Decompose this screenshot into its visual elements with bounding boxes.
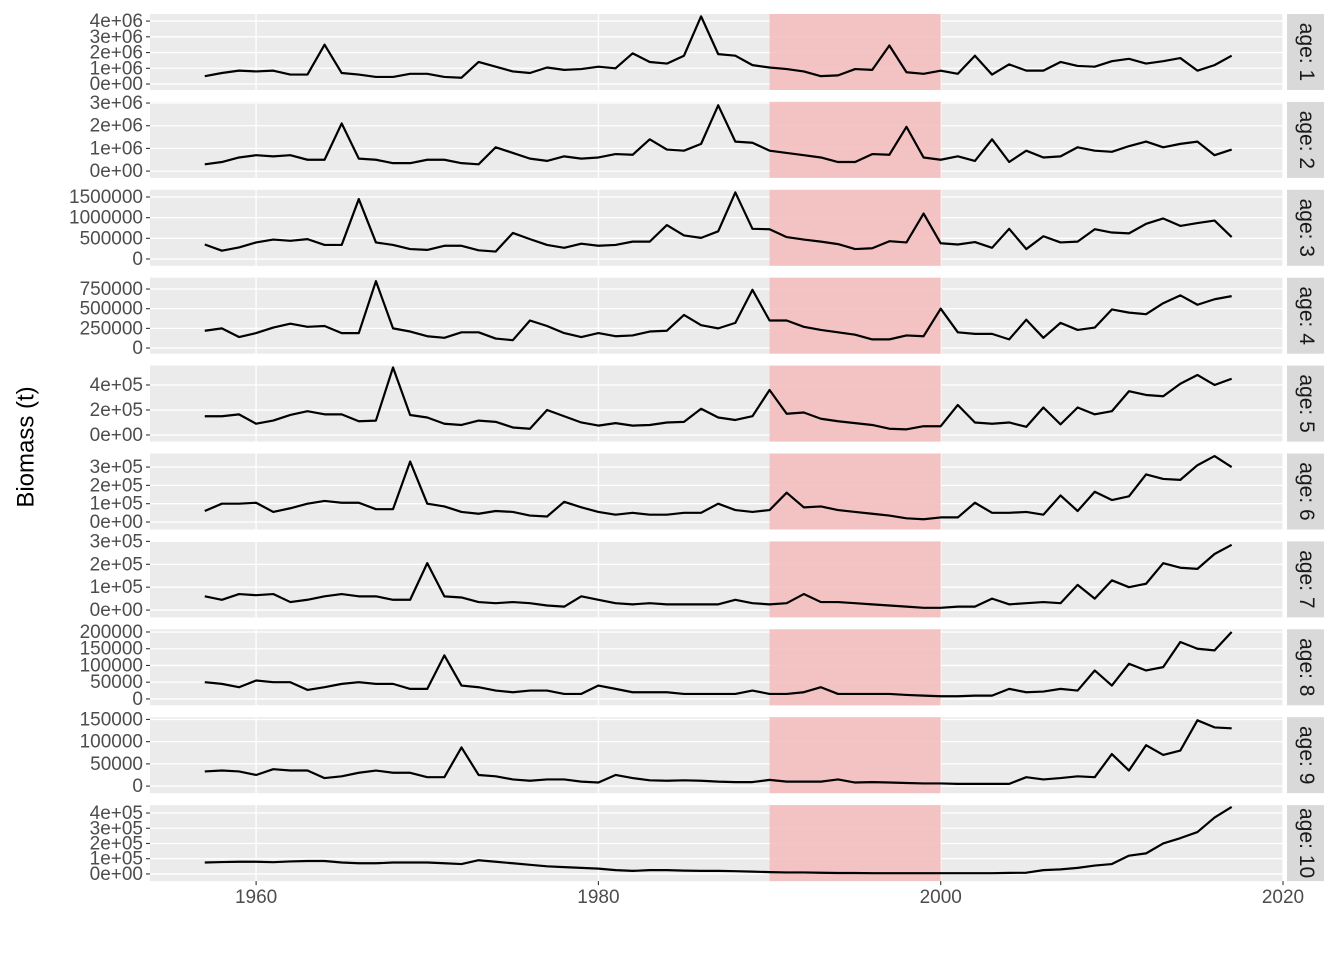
data-line xyxy=(204,280,1232,342)
data-line xyxy=(204,805,1233,875)
y-tick-label: 100000 xyxy=(80,732,143,753)
data-line xyxy=(204,631,1233,698)
y-tick-label: 2e+05 xyxy=(90,475,143,496)
panel-background xyxy=(150,189,1283,266)
x-tick-label: 2020 xyxy=(1262,887,1304,908)
highlight-band xyxy=(769,805,941,882)
y-tick-label: 0e+00 xyxy=(90,74,143,95)
strip-background xyxy=(1287,189,1324,266)
strip-label: age: 4 xyxy=(1295,287,1318,346)
y-tick-label: 0 xyxy=(132,338,143,359)
y-tick-label: 500000 xyxy=(80,228,143,249)
y-tick-label: 1e+05 xyxy=(90,494,143,515)
x-tick-label: 2000 xyxy=(920,887,962,908)
x-tick-label: 1960 xyxy=(235,887,277,908)
y-tick-label: 3e+06 xyxy=(90,27,143,48)
y-tick-label: 150000 xyxy=(80,709,143,730)
strip-label: age: 9 xyxy=(1295,726,1318,784)
data-line xyxy=(204,104,1233,166)
highlight-band xyxy=(769,14,941,90)
strip-label: age: 1 xyxy=(1295,23,1318,81)
y-tick-label: 2e+06 xyxy=(90,116,143,137)
strip-label: age: 2 xyxy=(1295,111,1318,169)
strip-label: age: 8 xyxy=(1295,638,1318,696)
strip-background xyxy=(1287,365,1324,442)
highlight-band xyxy=(769,189,941,266)
highlight-band xyxy=(769,365,941,442)
y-tick-label: 2e+05 xyxy=(90,833,143,854)
strip-label: age: 5 xyxy=(1295,374,1318,432)
y-tick-label: 1e+05 xyxy=(90,849,143,870)
y-tick-label: 100000 xyxy=(80,655,143,676)
y-tick-label: 2e+05 xyxy=(90,400,143,421)
strip-background xyxy=(1287,805,1324,882)
panel-background xyxy=(150,277,1283,354)
strip-label: age: 10 xyxy=(1295,808,1318,878)
y-tick-label: 0e+00 xyxy=(90,512,143,533)
strip-label: age: 7 xyxy=(1295,550,1318,608)
y-tick-label: 250000 xyxy=(80,318,143,339)
strip-background xyxy=(1287,629,1324,706)
highlight-band xyxy=(769,101,941,178)
x-tick-label: 1980 xyxy=(577,887,619,908)
y-tick-label: 150000 xyxy=(80,639,143,660)
y-tick-label: 4e+05 xyxy=(90,375,143,396)
y-tick-label: 1e+05 xyxy=(90,577,143,598)
y-tick-label: 1000000 xyxy=(69,208,143,229)
strip-label: age: 6 xyxy=(1295,462,1318,520)
y-tick-label: 0e+00 xyxy=(90,864,143,885)
y-tick-label: 0 xyxy=(132,776,143,797)
y-tick-label: 1500000 xyxy=(69,187,143,208)
highlight-band xyxy=(769,277,941,354)
strip-background xyxy=(1287,101,1324,178)
strip-background xyxy=(1287,541,1324,618)
data-line xyxy=(204,454,1233,521)
panel-background xyxy=(150,541,1283,618)
highlight-band xyxy=(769,453,941,530)
y-tick-label: 0e+00 xyxy=(90,425,143,446)
y-tick-label: 1e+06 xyxy=(90,58,143,79)
panel-background xyxy=(150,101,1283,178)
panel-background xyxy=(150,629,1283,706)
highlight-band xyxy=(769,541,941,618)
strip-background xyxy=(1287,277,1324,354)
strip-background xyxy=(1287,453,1324,530)
y-tick-label: 50000 xyxy=(90,754,143,775)
strip-label: age: 3 xyxy=(1295,199,1318,257)
y-tick-label: 1e+06 xyxy=(90,138,143,159)
y-tick-label: 2e+05 xyxy=(90,554,143,575)
data-line xyxy=(204,366,1233,431)
strip-background xyxy=(1287,717,1324,794)
y-tick-label: 2e+06 xyxy=(90,43,143,64)
strip-background xyxy=(1287,14,1324,90)
y-tick-label: 3e+06 xyxy=(90,93,143,114)
data-line xyxy=(204,15,1233,79)
data-line xyxy=(204,719,1232,785)
highlight-band xyxy=(769,717,941,794)
panel-background xyxy=(150,453,1283,530)
y-tick-label: 50000 xyxy=(90,672,143,693)
y-tick-label: 0e+00 xyxy=(90,161,143,182)
y-tick-label: 750000 xyxy=(80,279,143,300)
y-tick-label: 200000 xyxy=(80,622,143,643)
y-tick-label: 3e+05 xyxy=(90,457,143,478)
y-tick-label: 0e+00 xyxy=(90,600,143,621)
data-line xyxy=(204,191,1233,253)
y-tick-label: 4e+05 xyxy=(90,803,143,824)
panel-background xyxy=(150,365,1283,442)
y-tick-label: 0 xyxy=(132,689,143,710)
y-axis-title: Biomass (t) xyxy=(12,386,39,507)
y-tick-label: 500000 xyxy=(80,299,143,320)
y-tick-label: 3e+05 xyxy=(90,818,143,839)
y-tick-label: 0 xyxy=(132,249,143,270)
y-tick-label: 4e+06 xyxy=(90,11,143,32)
data-line xyxy=(204,543,1233,609)
y-tick-label: 3e+05 xyxy=(90,531,143,552)
